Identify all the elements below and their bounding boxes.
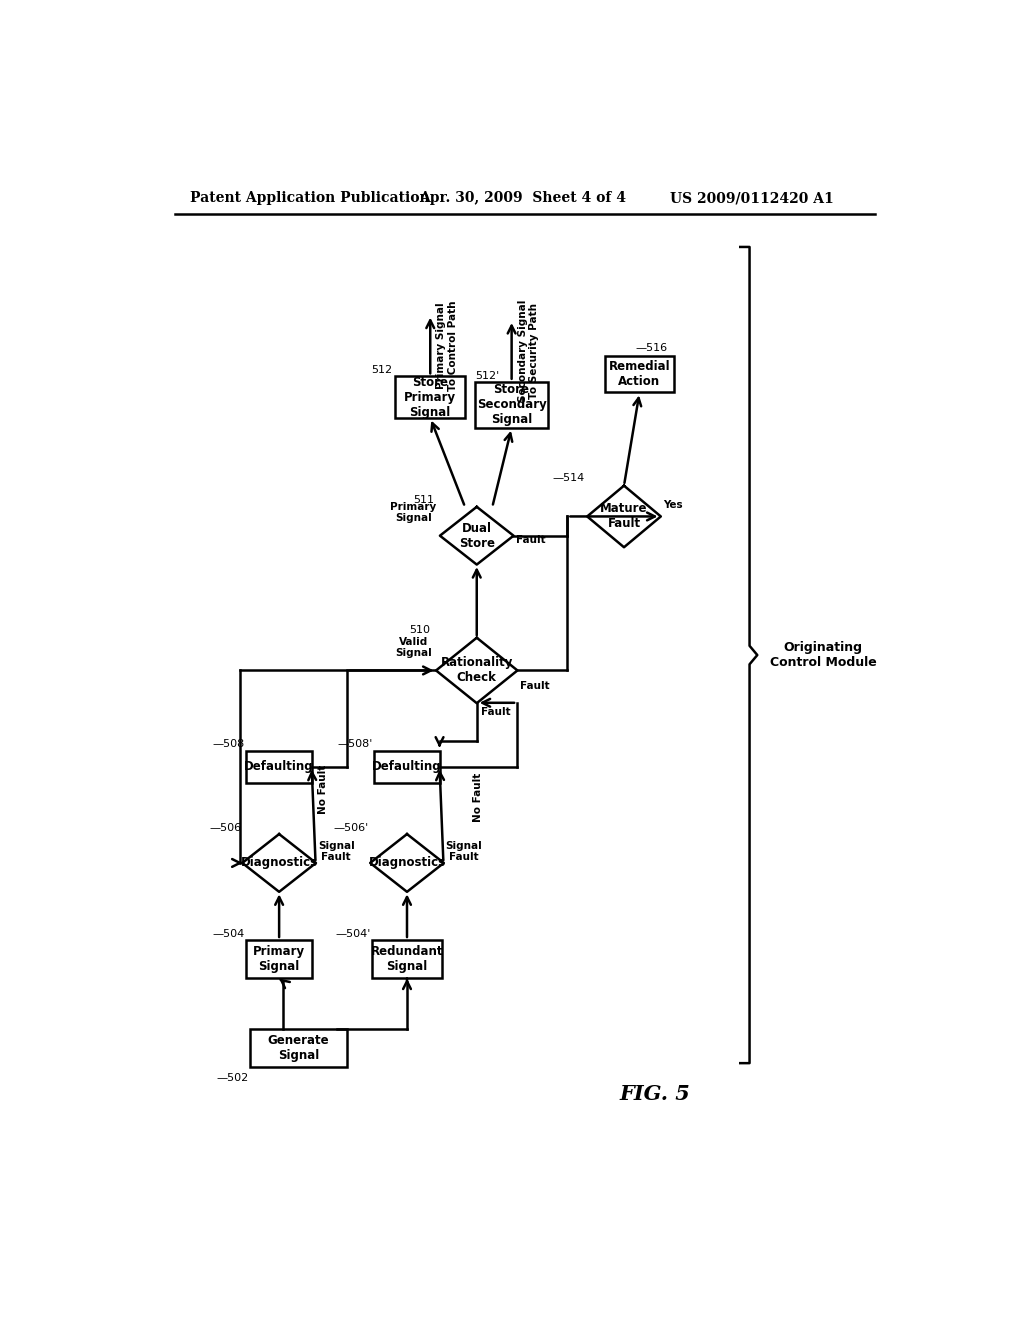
Text: 512': 512' — [475, 371, 500, 380]
Text: Originating
Control Module: Originating Control Module — [770, 642, 877, 669]
Bar — [250, 1028, 347, 1067]
Text: Primary
Signal: Primary Signal — [390, 502, 436, 524]
Text: Generate
Signal: Generate Signal — [267, 1034, 330, 1061]
Text: Fault: Fault — [480, 708, 510, 717]
Text: US 2009/0112420 A1: US 2009/0112420 A1 — [671, 191, 835, 206]
Text: Dual
Store: Dual Store — [459, 521, 495, 549]
Text: —506': —506' — [334, 824, 369, 833]
Bar — [395, 376, 465, 418]
Bar — [372, 940, 442, 978]
Bar — [246, 751, 312, 783]
Text: —504': —504' — [335, 929, 371, 939]
Text: Primary
Signal: Primary Signal — [253, 945, 305, 973]
Text: Fault: Fault — [516, 535, 546, 545]
Text: —516: —516 — [636, 343, 668, 352]
Text: 510: 510 — [410, 626, 430, 635]
Text: Yes: Yes — [664, 500, 683, 510]
Text: Store
Secondary
Signal: Store Secondary Signal — [477, 383, 547, 426]
Text: —504: —504 — [213, 929, 245, 939]
Bar — [475, 381, 549, 428]
Text: Store
Primary
Signal: Store Primary Signal — [404, 376, 457, 418]
Bar — [604, 355, 675, 392]
Text: Rationality
Check: Rationality Check — [440, 656, 513, 685]
Text: No Fault: No Fault — [318, 766, 329, 814]
Text: Apr. 30, 2009  Sheet 4 of 4: Apr. 30, 2009 Sheet 4 of 4 — [419, 191, 626, 206]
Bar — [374, 751, 440, 783]
Text: Diagnostics: Diagnostics — [241, 857, 317, 870]
Text: Redundant
Signal: Redundant Signal — [371, 945, 443, 973]
Text: Defaulting: Defaulting — [245, 760, 314, 774]
Text: Diagnostics: Diagnostics — [369, 857, 445, 870]
Text: 511: 511 — [413, 495, 434, 504]
Text: —508': —508' — [338, 739, 373, 750]
Text: Secondary Signal
To Security Path: Secondary Signal To Security Path — [518, 300, 540, 403]
Text: Signal
Fault: Signal Fault — [317, 841, 354, 862]
Text: Valid
Signal: Valid Signal — [395, 636, 431, 659]
Text: —508: —508 — [213, 739, 245, 750]
Bar — [246, 940, 312, 978]
Text: Signal
Fault: Signal Fault — [445, 841, 482, 862]
Text: —502: —502 — [217, 1073, 249, 1082]
Text: Primary Signal
To Control Path: Primary Signal To Control Path — [436, 300, 458, 391]
Text: Mature
Fault: Mature Fault — [600, 503, 648, 531]
Text: Patent Application Publication: Patent Application Publication — [190, 191, 430, 206]
Text: Defaulting: Defaulting — [372, 760, 441, 774]
Text: —514: —514 — [552, 473, 585, 483]
Text: —506: —506 — [209, 824, 241, 833]
Text: FIG. 5: FIG. 5 — [620, 1084, 690, 1104]
Text: Fault: Fault — [520, 681, 550, 690]
Text: Remedial
Action: Remedial Action — [608, 360, 671, 388]
Text: No Fault: No Fault — [473, 774, 483, 822]
Text: 512: 512 — [371, 366, 392, 375]
